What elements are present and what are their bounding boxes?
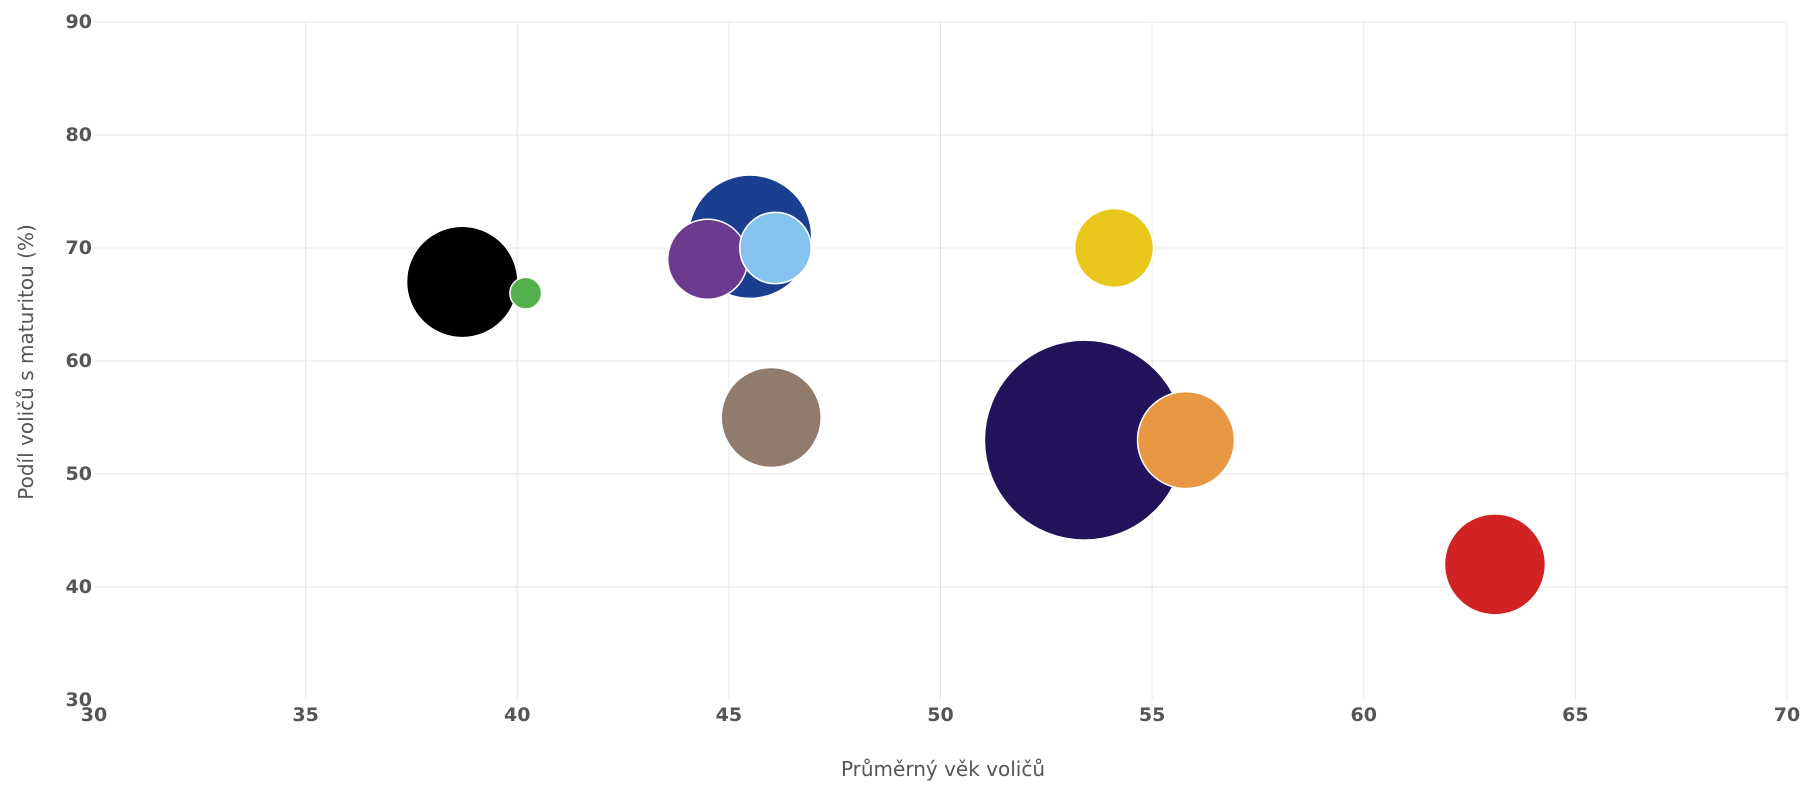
bubble-point[interactable]: [666, 218, 749, 301]
x-tick-label: 55: [1139, 704, 1165, 726]
y-tick-label: 50: [66, 463, 92, 485]
y-tick-label: 70: [66, 237, 92, 259]
y-tick-label: 80: [66, 124, 92, 146]
y-tick-label: 40: [66, 576, 92, 598]
x-tick-label: 35: [292, 704, 318, 726]
gridlines: [94, 21, 1788, 700]
y-axis-ticks: 30 40 50 60 70 80 90: [66, 11, 92, 711]
bubble-point[interactable]: [509, 276, 543, 310]
bubble-point[interactable]: [720, 366, 822, 469]
x-tick-label: 50: [927, 704, 953, 726]
x-tick-label: 60: [1351, 704, 1377, 726]
x-tick-label: 40: [504, 704, 530, 726]
x-tick-label: 65: [1562, 704, 1588, 726]
y-tick-label: 60: [66, 350, 92, 372]
bubble-point[interactable]: [1073, 207, 1155, 289]
bubble-point[interactable]: [405, 225, 519, 339]
y-axis-title: Podíl voličů s maturitou (%): [14, 224, 38, 500]
x-axis-title: Průměrný věk voličů: [841, 757, 1045, 781]
x-axis-ticks: 30 35 40 45 50 55 60 65 70: [81, 704, 1800, 726]
bubble-point[interactable]: [1443, 513, 1547, 616]
y-tick-label: 90: [66, 11, 92, 33]
bubble-point[interactable]: [739, 211, 812, 285]
x-tick-label: 30: [81, 704, 107, 726]
y-tick-label: 30: [66, 689, 92, 711]
bubbles: [405, 174, 1547, 616]
x-tick-label: 70: [1774, 704, 1800, 726]
x-tick-label: 45: [716, 704, 742, 726]
bubble-point[interactable]: [1136, 390, 1236, 490]
